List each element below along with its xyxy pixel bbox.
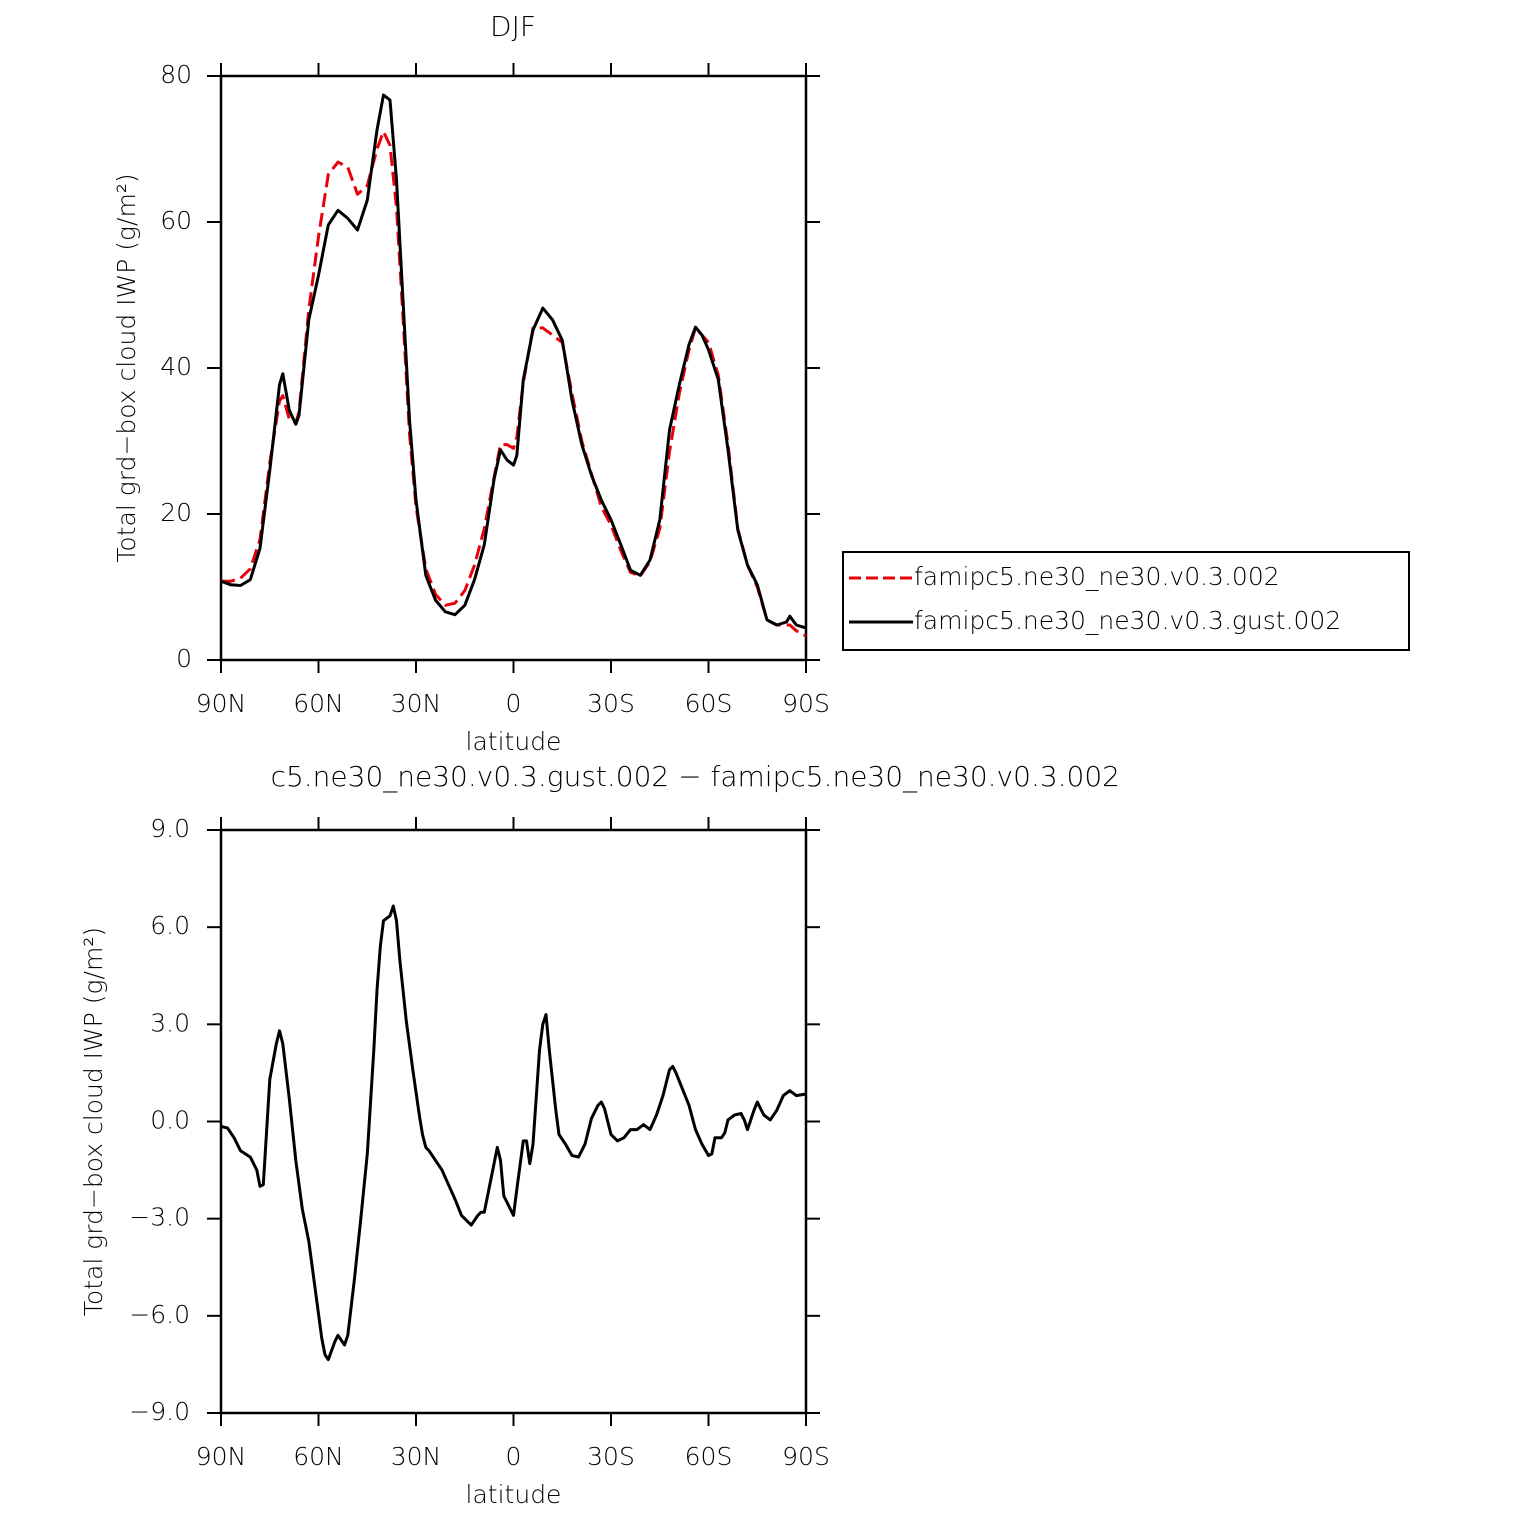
x-tick-label: 30N xyxy=(391,1442,442,1471)
y-tick-label: 60 xyxy=(160,206,192,235)
legend-label: famipc5.ne30_ne30.v0.3.gust.002 xyxy=(914,606,1341,635)
y-tick-label: 9.0 xyxy=(150,814,190,843)
legend-label: famipc5.ne30_ne30.v0.3.002 xyxy=(914,562,1280,591)
data-line xyxy=(220,93,807,630)
y-tick-label: 6.0 xyxy=(150,911,190,940)
x-tick-label: 0 xyxy=(506,1442,522,1471)
x-tick-label: 90S xyxy=(782,689,830,718)
legend-box xyxy=(842,551,1410,651)
y-axis-label: Total grd−box cloud IWP (g/m²) xyxy=(79,927,108,1316)
x-tick-label: 90N xyxy=(196,1442,247,1471)
x-tick-label: 60N xyxy=(293,1442,344,1471)
data-line xyxy=(220,904,807,1362)
y-tick-label: 40 xyxy=(160,352,192,381)
chart-title: DJF xyxy=(490,10,536,43)
y-tick-label: −3.0 xyxy=(129,1203,190,1232)
y-tick-label: −9.0 xyxy=(129,1397,190,1426)
x-axis-label: latitude xyxy=(466,1480,562,1509)
x-tick-label: 30N xyxy=(391,689,442,718)
chart-title: c5.ne30_ne30.v0.3.gust.002 − famipc5.ne3… xyxy=(271,760,1120,794)
x-tick-label: 30S xyxy=(587,1442,635,1471)
x-tick-label: 0 xyxy=(506,689,522,718)
x-axis-label: latitude xyxy=(466,727,562,756)
data-line xyxy=(221,130,807,638)
x-tick-label: 90S xyxy=(782,1442,830,1471)
x-tick-label: 60S xyxy=(685,1442,733,1471)
y-tick-label: 20 xyxy=(160,498,192,527)
y-tick-label: −6.0 xyxy=(129,1300,190,1329)
y-axis-label: Total grd−box cloud IWP (g/m²) xyxy=(112,173,141,562)
y-tick-label: 3.0 xyxy=(150,1008,190,1037)
x-tick-label: 30S xyxy=(587,689,635,718)
plot-frame xyxy=(219,828,808,1415)
plot-frame xyxy=(219,74,808,662)
x-tick-label: 90N xyxy=(196,689,247,718)
y-tick-label: 80 xyxy=(160,60,192,89)
y-tick-label: 0 xyxy=(176,644,192,673)
x-tick-label: 60S xyxy=(685,689,733,718)
y-tick-label: 0.0 xyxy=(150,1106,190,1135)
x-tick-label: 60N xyxy=(293,689,344,718)
